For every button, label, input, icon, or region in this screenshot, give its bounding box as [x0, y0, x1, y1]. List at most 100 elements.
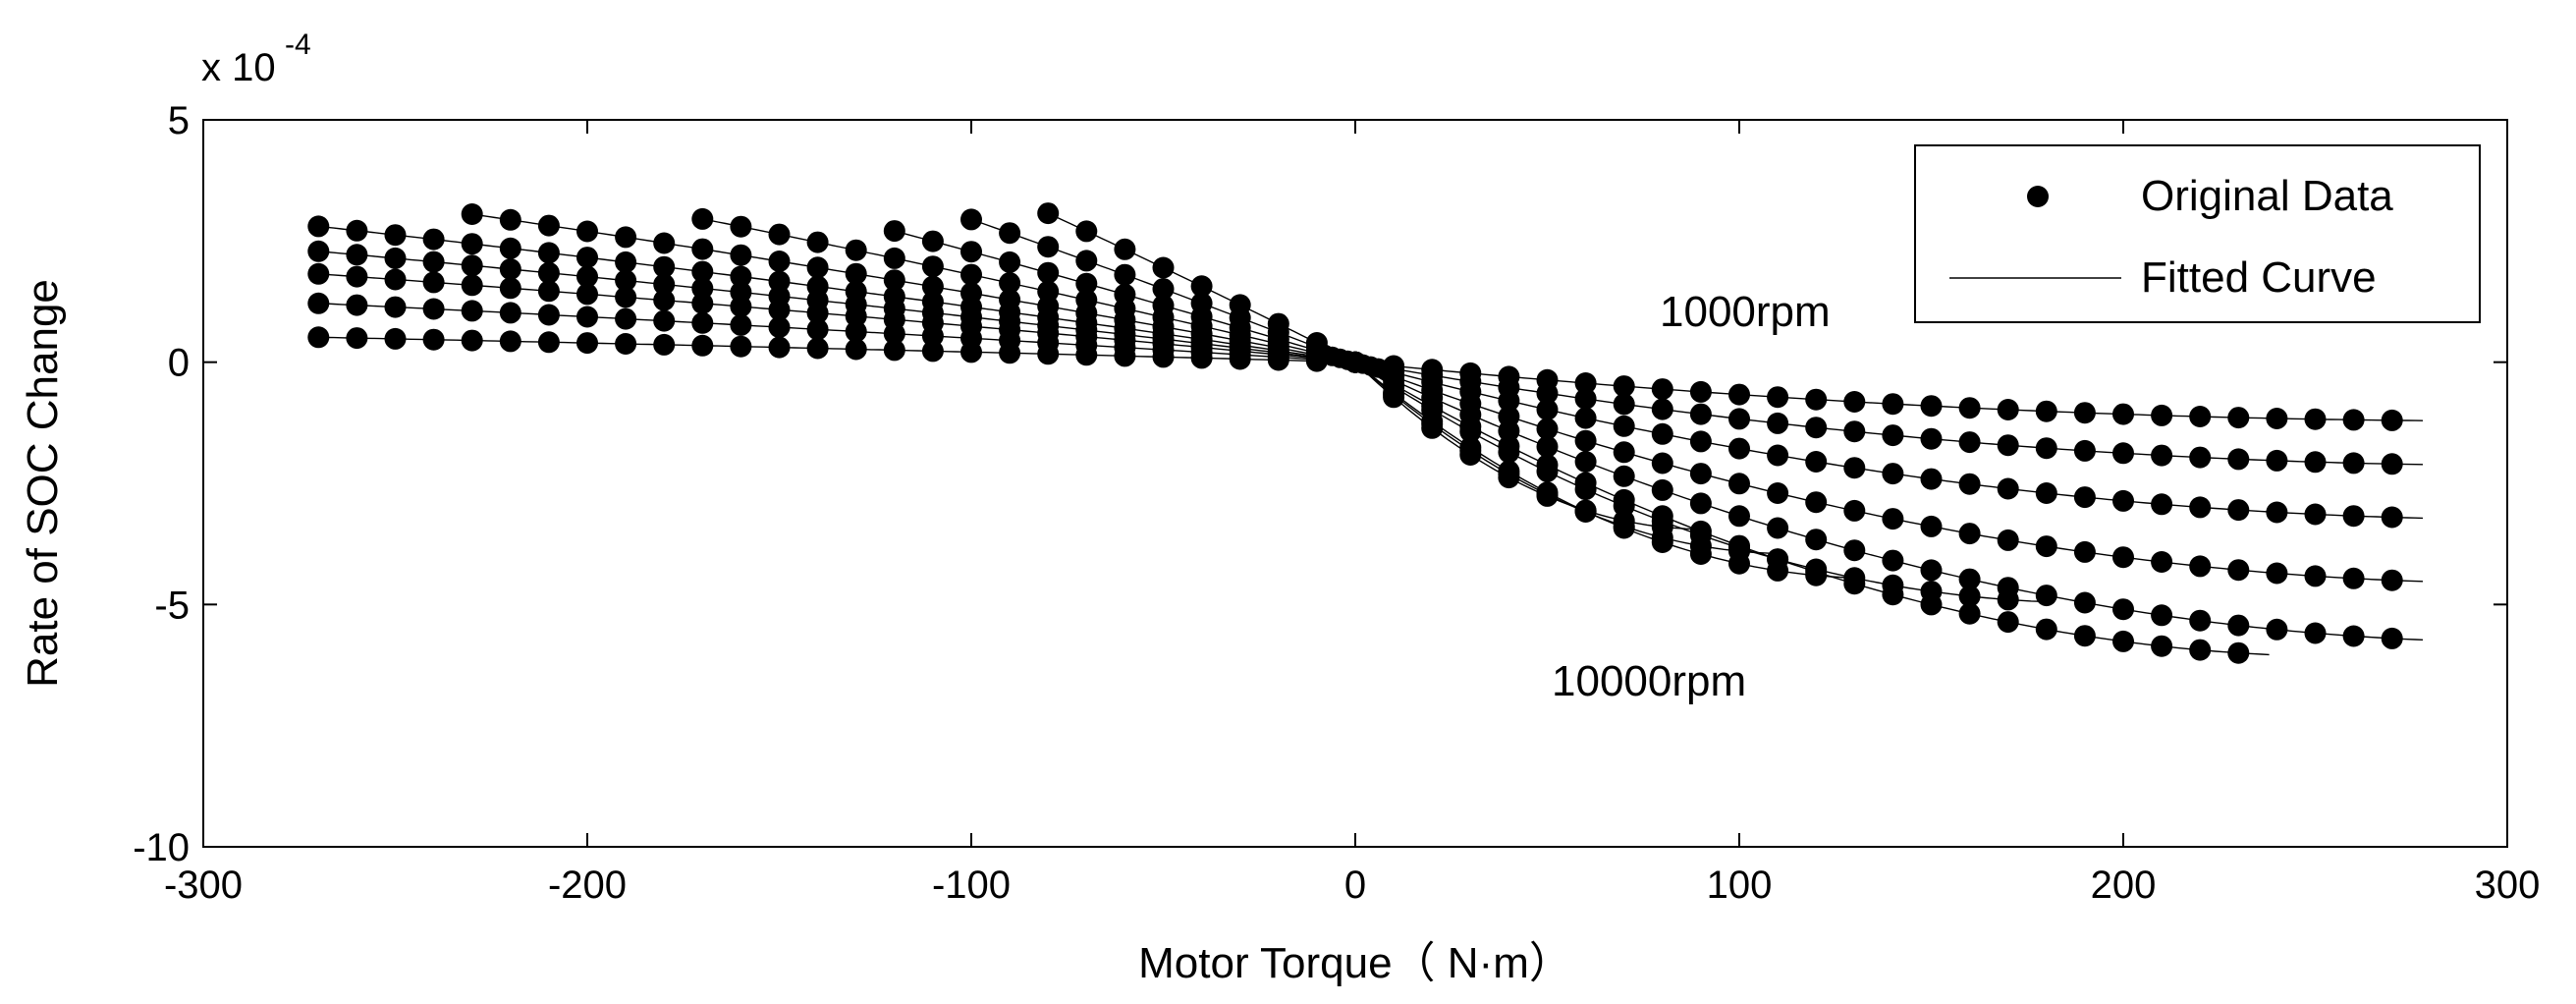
data-point — [1767, 386, 1789, 409]
data-point — [1767, 517, 1789, 539]
data-point — [2112, 489, 2134, 512]
data-point — [1536, 399, 1559, 420]
data-point — [845, 280, 867, 303]
data-point — [653, 289, 676, 311]
data-point — [960, 208, 982, 231]
data-point — [499, 302, 521, 324]
data-point — [1767, 482, 1789, 504]
annotation-1000rpm: 1000rpm — [1660, 288, 1831, 336]
data-point — [1920, 427, 1943, 450]
data-point — [1152, 294, 1175, 316]
data-point — [2304, 451, 2327, 474]
data-point — [1882, 424, 1904, 447]
data-point — [615, 251, 637, 273]
data-point — [806, 256, 829, 279]
data-point — [1843, 391, 1866, 413]
data-point — [1882, 463, 1904, 485]
data-point — [499, 258, 521, 280]
data-point — [2112, 630, 2134, 652]
data-point — [576, 265, 598, 288]
data-point — [1689, 492, 1712, 515]
data-point — [2304, 565, 2327, 587]
data-point — [2073, 625, 2096, 647]
data-point — [691, 207, 714, 230]
data-point — [768, 251, 791, 272]
data-point — [615, 269, 637, 292]
data-point — [2073, 591, 2096, 614]
data-point — [691, 311, 714, 334]
data-point — [1920, 559, 1943, 582]
data-point — [1805, 564, 1828, 586]
data-point — [730, 281, 752, 304]
x-tick-label: -100 — [932, 864, 1011, 907]
data-point — [2342, 409, 2365, 431]
data-point — [537, 242, 560, 264]
y-tick-label: -10 — [133, 826, 190, 869]
data-point — [2227, 407, 2250, 429]
data-point — [691, 334, 714, 357]
data-point — [307, 215, 330, 238]
data-point — [999, 272, 1021, 295]
data-points — [307, 202, 2403, 664]
data-point — [2227, 641, 2250, 664]
data-point — [2151, 551, 2173, 573]
data-point — [2266, 562, 2288, 585]
data-point — [1805, 451, 1828, 473]
data-point — [1114, 283, 1136, 306]
data-point — [422, 328, 445, 351]
data-point — [307, 292, 330, 314]
data-point — [576, 332, 598, 355]
data-point — [1574, 499, 1597, 522]
data-point — [499, 237, 521, 259]
data-point — [1958, 473, 1981, 495]
x-tick-label: -300 — [164, 864, 243, 907]
data-point — [1728, 383, 1750, 406]
data-point — [2189, 406, 2212, 427]
data-point — [1728, 408, 1750, 430]
y-tick-label: 5 — [168, 99, 190, 142]
data-point — [346, 244, 368, 266]
data-point — [537, 214, 560, 237]
data-point — [960, 241, 982, 263]
data-point — [2381, 506, 2403, 529]
y-axis-ticks: -10 -5 0 5 — [133, 99, 2507, 869]
data-point — [921, 275, 944, 298]
data-point — [307, 240, 330, 262]
data-point — [1498, 419, 1520, 442]
data-point — [768, 223, 791, 246]
data-point — [2112, 546, 2134, 569]
data-point — [691, 292, 714, 314]
data-point — [653, 255, 676, 278]
data-point — [2073, 402, 2096, 424]
data-point — [537, 280, 560, 303]
data-point — [1376, 360, 1397, 380]
data-point — [1459, 420, 1482, 443]
data-point — [1190, 292, 1213, 314]
legend-box — [1914, 144, 2481, 323]
data-point — [1728, 540, 1750, 563]
data-point — [1997, 399, 2019, 420]
data-point — [653, 309, 676, 332]
data-point — [1037, 236, 1060, 258]
data-point — [1383, 386, 1405, 409]
data-point — [845, 320, 867, 343]
data-point — [1613, 465, 1635, 487]
data-point — [1574, 407, 1597, 429]
data-point — [2073, 486, 2096, 509]
data-point — [1689, 403, 1712, 425]
data-point — [615, 333, 637, 355]
data-point — [999, 222, 1021, 245]
data-point — [2035, 400, 2057, 422]
data-point — [1920, 515, 1943, 537]
data-point — [1651, 398, 1673, 420]
data-point — [1728, 437, 1750, 460]
data-point — [461, 329, 483, 352]
data-point — [2151, 404, 2173, 426]
data-point — [921, 230, 944, 252]
data-point — [1037, 280, 1060, 303]
data-point — [576, 306, 598, 328]
data-point — [1613, 495, 1635, 517]
data-point — [653, 333, 676, 356]
data-point — [2304, 622, 2327, 644]
data-point — [2035, 535, 2057, 558]
